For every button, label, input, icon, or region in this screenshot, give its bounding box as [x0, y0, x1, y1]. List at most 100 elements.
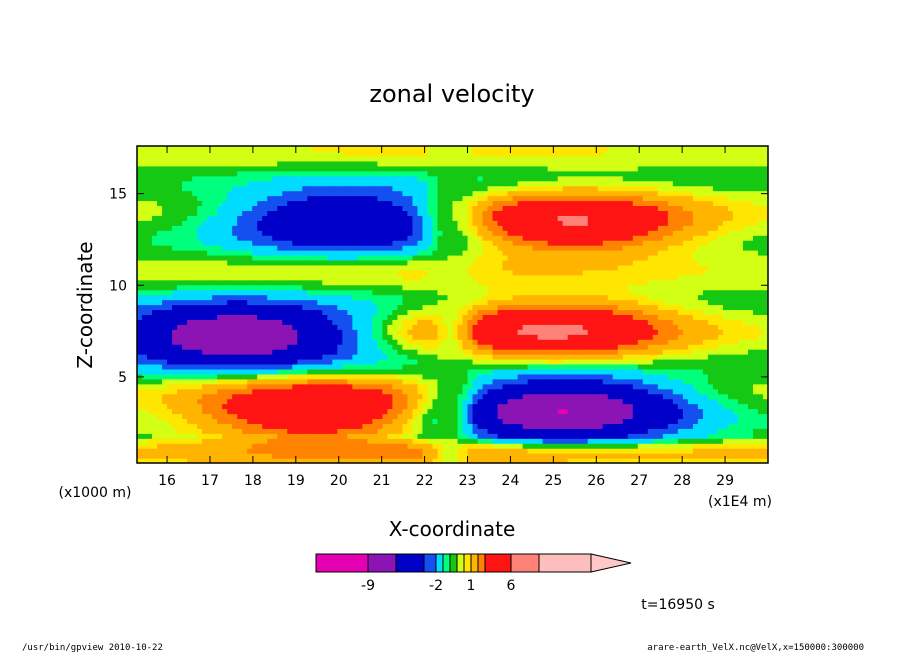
field-cell — [677, 423, 684, 429]
field-cell — [492, 413, 499, 420]
field-cell — [247, 319, 253, 325]
field-cell — [147, 443, 153, 449]
field-cell — [477, 309, 484, 315]
field-cell — [562, 373, 569, 380]
field-cell — [477, 423, 484, 429]
field-cell — [282, 428, 288, 434]
field-cell — [717, 314, 724, 320]
field-cell — [602, 423, 609, 429]
field-cell — [147, 428, 153, 434]
field-cell — [177, 324, 183, 330]
field-cell — [562, 284, 569, 291]
field-cell — [732, 373, 739, 380]
field-cell — [422, 279, 429, 286]
field-cell — [242, 378, 248, 385]
field-cell — [137, 363, 143, 370]
field-cell — [492, 418, 499, 424]
field-cell — [362, 314, 368, 320]
field-cell — [392, 264, 399, 271]
field-cell — [527, 443, 534, 449]
field-cell — [302, 418, 308, 424]
field-cell — [692, 393, 699, 400]
field-cell — [762, 339, 768, 345]
field-cell — [187, 274, 193, 281]
field-cell — [612, 289, 619, 296]
field-cell — [642, 319, 649, 325]
field-cell — [562, 344, 569, 350]
field-cell — [457, 383, 464, 390]
field-cell — [432, 443, 439, 449]
field-cell — [517, 443, 524, 449]
field-cell — [677, 269, 684, 276]
field-cell — [272, 324, 278, 330]
field-cell — [472, 349, 479, 355]
field-cell — [757, 388, 764, 395]
field-cell — [682, 363, 689, 370]
field-cell — [577, 388, 584, 395]
field-cell — [367, 363, 373, 370]
field-cell — [667, 388, 674, 395]
field-cell — [247, 324, 253, 330]
field-cell — [447, 284, 454, 291]
field-cell — [697, 433, 704, 439]
field-cell — [377, 453, 383, 459]
field-cell — [467, 378, 474, 385]
field-cell — [632, 453, 639, 459]
field-cell — [402, 363, 409, 370]
field-cell — [152, 428, 158, 434]
field-cell — [347, 373, 353, 380]
field-cell — [642, 314, 649, 320]
field-cell — [227, 344, 233, 350]
field-cell — [482, 448, 489, 454]
field-cell — [427, 279, 434, 286]
field-cell — [317, 388, 323, 395]
field-cell — [617, 324, 624, 330]
field-cell — [512, 344, 519, 350]
field-cell — [567, 428, 574, 434]
field-cell — [612, 363, 619, 370]
field-cell — [657, 289, 664, 296]
field-cell — [467, 448, 474, 454]
field-cell — [702, 448, 709, 454]
field-cell — [192, 443, 198, 449]
field-cell — [267, 408, 273, 415]
field-cell — [537, 329, 544, 335]
field-cell — [287, 289, 293, 296]
field-cell — [602, 319, 609, 325]
field-cell — [217, 294, 223, 301]
field-cell — [657, 274, 664, 281]
field-cell — [332, 428, 338, 434]
field-cell — [577, 299, 584, 306]
field-cell — [487, 373, 494, 380]
field-cell — [562, 329, 569, 335]
field-cell — [257, 378, 263, 385]
field-cell — [417, 314, 424, 320]
field-cell — [397, 408, 404, 415]
field-cell — [642, 349, 649, 355]
field-cell — [177, 433, 183, 439]
field-cell — [662, 398, 669, 405]
field-cell — [602, 368, 609, 375]
field-cell — [192, 388, 198, 395]
field-cell — [712, 383, 719, 390]
field-cell — [267, 329, 273, 335]
field-cell — [252, 264, 258, 271]
field-cell — [187, 349, 193, 355]
field-cell — [572, 314, 579, 320]
field-cell — [287, 458, 293, 463]
field-cell — [222, 458, 228, 463]
field-cell — [592, 274, 599, 281]
field-cell — [492, 358, 499, 365]
field-cell — [687, 378, 694, 385]
field-cell — [407, 358, 414, 365]
field-cell — [727, 423, 734, 429]
field-cell — [727, 388, 734, 395]
field-cell — [667, 383, 674, 390]
field-cell — [677, 309, 684, 315]
field-cell — [492, 428, 499, 434]
field-cell — [262, 453, 268, 459]
field-cell — [522, 329, 529, 335]
field-cell — [562, 423, 569, 429]
field-cell — [267, 368, 273, 375]
field-cell — [307, 279, 313, 286]
